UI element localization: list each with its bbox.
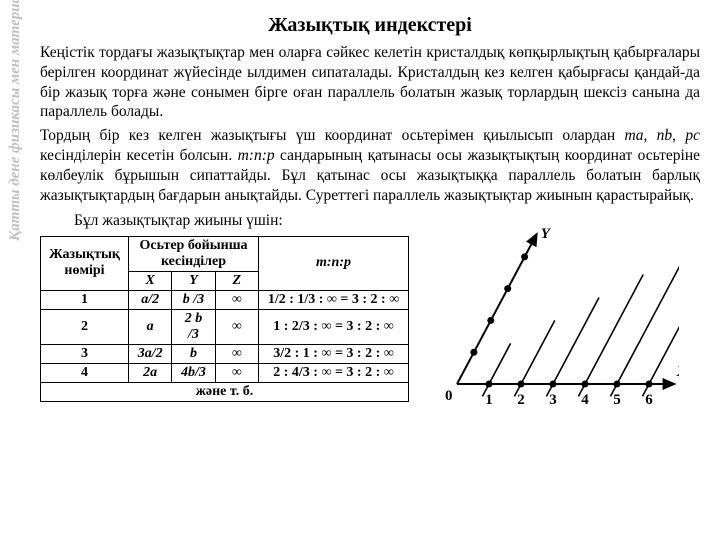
- paragraph-1: Кеңістік тордағы жазықтықтар мен оларға …: [40, 43, 700, 122]
- paragraph-2: Тордың бір кез келген жазықтығы үш коорд…: [40, 126, 700, 205]
- page-content: Жазықтық индекстері Кеңістік тордағы жаз…: [40, 14, 700, 424]
- th-plane: Жазықтық нөмірі: [41, 236, 129, 290]
- th-cuts: Осьтер бойынша кесінділер: [129, 236, 259, 271]
- svg-text:Y: Y: [541, 226, 552, 242]
- svg-text:5: 5: [613, 392, 621, 408]
- svg-text:X: X: [676, 364, 679, 380]
- table-row: 2 a 2 b /3 ∞ 1 : 2/3 : ∞ = 3 : 2 : ∞: [41, 309, 409, 344]
- table-row: 1 a/2 b /3 ∞ 1/2 : 1/3 : ∞ = 3 : 2 : ∞: [41, 290, 409, 309]
- table-row: 3 3a/2 b ∞ 3/2 : 1 : ∞ = 3 : 2 : ∞: [41, 344, 409, 363]
- th-z: Z: [215, 271, 258, 290]
- side-department-label: Қатты дене физикасы мен материалтану каф…: [6, 0, 24, 270]
- th-y: Y: [172, 271, 215, 290]
- th-ratio: m:n:p: [259, 236, 409, 290]
- th-x: X: [129, 271, 172, 290]
- svg-text:3: 3: [549, 392, 557, 408]
- table-footer: және т. б.: [41, 382, 409, 401]
- svg-text:0: 0: [445, 388, 453, 404]
- planes-chart: 1 2 3 4 5 6 0 X Y: [429, 214, 679, 424]
- svg-text:2: 2: [517, 392, 525, 408]
- plane-table: Жазықтық нөмірі Осьтер бойынша кесінділе…: [40, 236, 409, 402]
- table-row: 4 2a 4b/3 ∞ 2 : 4/3 : ∞ = 3 : 2 : ∞: [41, 363, 409, 382]
- page-title: Жазықтық индекстері: [40, 14, 700, 37]
- svg-text:6: 6: [645, 392, 653, 408]
- svg-text:1: 1: [485, 392, 493, 408]
- svg-text:4: 4: [581, 392, 589, 408]
